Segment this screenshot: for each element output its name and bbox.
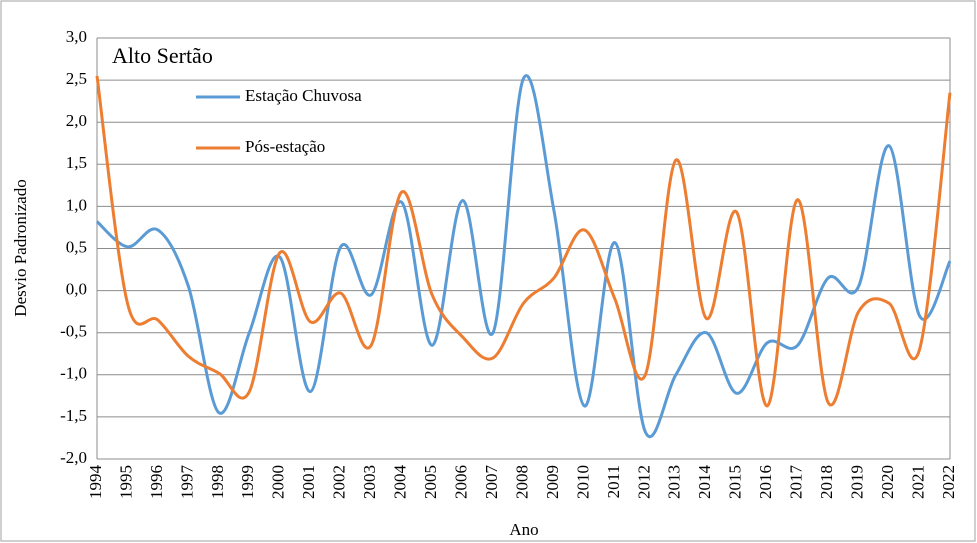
x-tick-label: 2022 (939, 465, 958, 499)
x-tick-label: 2013 (665, 465, 684, 499)
legend-label: Pós-estação (245, 137, 325, 156)
series-line (95, 75, 952, 408)
x-tick-label: 2018 (817, 465, 836, 499)
x-tick-label: 2003 (360, 465, 379, 499)
x-tick-label: 2011 (604, 465, 623, 498)
y-tick-label: 3,0 (66, 27, 87, 46)
x-tick-label: 1998 (208, 465, 227, 499)
x-tick-label: 2012 (634, 465, 653, 499)
x-tick-label: 2008 (512, 465, 531, 499)
y-tick-label: -1,5 (60, 406, 87, 425)
x-axis-label: Ano (509, 520, 538, 539)
x-tick-label: 2000 (269, 465, 288, 499)
x-tick-label: 2006 (451, 465, 470, 499)
legend-label: Estação Chuvosa (245, 86, 362, 105)
chart-title: Alto Sertão (112, 43, 213, 68)
x-tick-label: 1999 (238, 465, 257, 499)
y-tick-label: 1,0 (66, 195, 87, 214)
x-tick-label: 2021 (908, 465, 927, 499)
x-tick-label: 2002 (330, 465, 349, 499)
x-tick-label: 2020 (878, 465, 897, 499)
y-tick-label: 2,5 (66, 69, 87, 88)
x-tick-label: 2009 (543, 465, 562, 499)
x-tick-label: 2005 (421, 465, 440, 499)
x-tick-label: 1997 (177, 465, 196, 500)
x-tick-label: 2010 (573, 465, 592, 499)
y-axis-label: Desvio Padronizado (11, 179, 30, 316)
y-tick-label: -0,5 (60, 322, 87, 341)
x-tick-label: 2017 (787, 465, 806, 500)
x-tick-label: 2019 (848, 465, 867, 499)
x-tick-label: 1996 (147, 465, 166, 499)
x-tick-label: 1994 (86, 465, 105, 500)
x-tick-label: 2015 (726, 465, 745, 499)
x-tick-label: 2004 (391, 465, 410, 500)
y-tick-label: 0,0 (66, 280, 87, 299)
y-tick-label: 2,0 (66, 111, 87, 130)
x-tick-label: 2014 (695, 465, 714, 500)
y-tick-label: 1,5 (66, 153, 87, 172)
y-tick-label: 0,5 (66, 237, 87, 256)
x-tick-label: 1995 (116, 465, 135, 499)
x-tick-label: 2001 (299, 465, 318, 499)
y-tick-label: -1,0 (60, 364, 87, 383)
series-line (95, 74, 952, 438)
y-tick-label: -2,0 (60, 448, 87, 467)
x-tick-label: 2007 (482, 465, 501, 500)
x-tick-label: 2016 (756, 465, 775, 499)
